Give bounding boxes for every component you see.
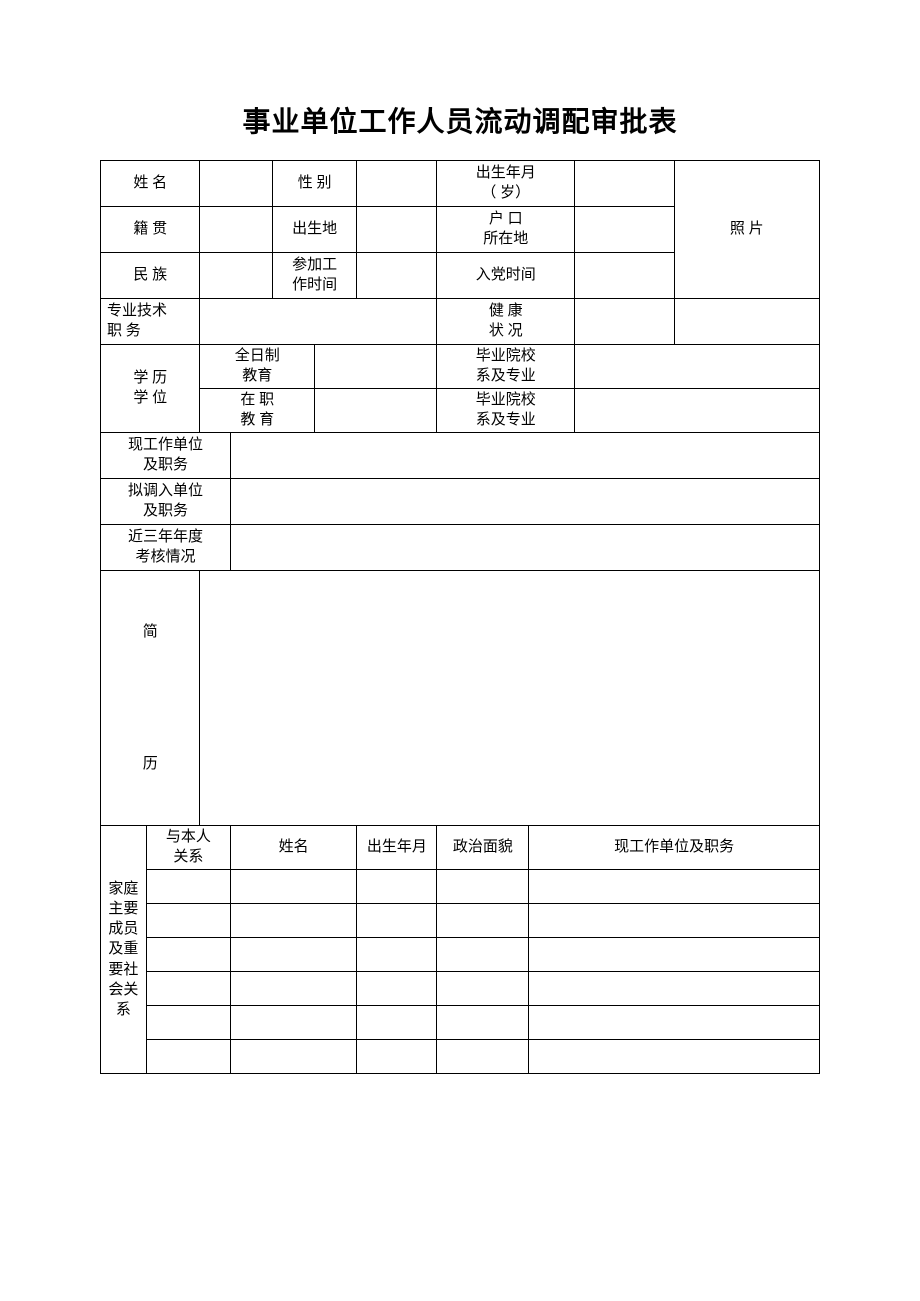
family-relation [146,1040,230,1074]
value-assess-3yr [231,525,820,571]
family-name [231,1006,357,1040]
label-health: 健 康状 况 [437,299,575,345]
family-name [231,972,357,1006]
family-political [437,1040,529,1074]
family-relation [146,938,230,972]
family-unit [529,972,820,1006]
family-row [101,972,820,1006]
page-title: 事业单位工作人员流动调配审批表 [100,100,820,140]
value-name [200,161,273,207]
label-family-side: 家庭主要成员及重要社会关系 [101,826,147,1074]
family-unit [529,904,820,938]
label-grad-school-1: 毕业院校系及专业 [437,345,575,389]
label-edu-fulltime: 全日制教育 [200,345,315,389]
label-edu-onjob: 在 职教 育 [200,389,315,433]
value-party-join [575,253,674,299]
label-pro-title: 专业技术职 务 [101,299,200,345]
family-name [231,938,357,972]
family-unit [529,1040,820,1074]
label-work-start: 参加工作时间 [273,253,357,299]
family-birth [357,1006,437,1040]
value-edu-fulltime-school [575,345,820,389]
photo-box: 照 片 [674,161,819,299]
family-political [437,938,529,972]
value-hukou [575,207,674,253]
family-unit [529,938,820,972]
label-name: 姓 名 [101,161,200,207]
value-birth [575,161,674,207]
family-unit [529,1006,820,1040]
family-political [437,972,529,1006]
label-family-relation: 与本人关系 [146,826,230,870]
value-resume [200,571,820,826]
label-gender: 性 别 [273,161,357,207]
value-birth-place [357,207,437,253]
family-name [231,870,357,904]
value-health-extra [674,299,819,345]
label-target-unit: 拟调入单位及职务 [101,479,231,525]
value-edu-onjob [315,389,437,433]
value-edu-fulltime [315,345,437,389]
family-birth [357,904,437,938]
value-edu-onjob-school [575,389,820,433]
label-party-join: 入党时间 [437,253,575,299]
family-relation [146,904,230,938]
value-ethnicity [200,253,273,299]
family-relation [146,1006,230,1040]
label-edu-degree: 学 历学 位 [101,345,200,433]
family-row [101,870,820,904]
value-gender [357,161,437,207]
family-row [101,904,820,938]
value-pro-title [200,299,437,345]
value-current-unit [231,433,820,479]
family-relation [146,972,230,1006]
family-birth [357,870,437,904]
family-relation [146,870,230,904]
label-family-political: 政治面貌 [437,826,529,870]
label-family-birth: 出生年月 [357,826,437,870]
label-ethnicity: 民 族 [101,253,200,299]
value-work-start [357,253,437,299]
label-hukou: 户 口所在地 [437,207,575,253]
label-family-name: 姓名 [231,826,357,870]
family-row [101,938,820,972]
family-name [231,1040,357,1074]
label-grad-school-2: 毕业院校系及专业 [437,389,575,433]
family-row [101,1040,820,1074]
approval-form-table: 姓 名 性 别 出生年月（ 岁） 照 片 籍 贯 出生地 户 口所在地 民 族 … [100,160,820,1074]
label-resume: 简 历 [101,571,200,826]
family-political [437,870,529,904]
value-health [575,299,674,345]
value-native-place [200,207,273,253]
label-birth-place: 出生地 [273,207,357,253]
family-row [101,1006,820,1040]
family-birth [357,938,437,972]
family-political [437,1006,529,1040]
label-birth: 出生年月（ 岁） [437,161,575,207]
label-assess-3yr: 近三年年度考核情况 [101,525,231,571]
family-birth [357,1040,437,1074]
value-target-unit [231,479,820,525]
label-family-unit-job: 现工作单位及职务 [529,826,820,870]
family-unit [529,870,820,904]
family-birth [357,972,437,1006]
family-name [231,904,357,938]
label-native-place: 籍 贯 [101,207,200,253]
label-current-unit: 现工作单位及职务 [101,433,231,479]
family-political [437,904,529,938]
